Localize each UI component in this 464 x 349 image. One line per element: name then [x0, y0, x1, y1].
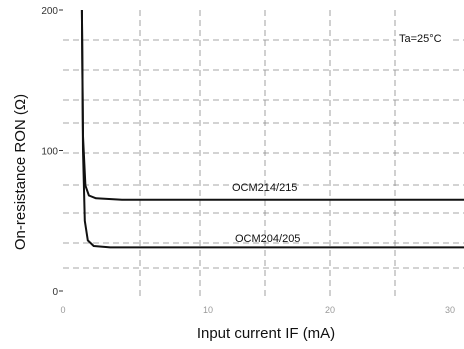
- x-tick-label-3: 30: [445, 305, 455, 315]
- x-axis-title: Input current IF (mA): [197, 325, 335, 342]
- series-label-ocm214: OCM214/215: [232, 182, 297, 194]
- x-tick-label-0: 0: [60, 305, 65, 315]
- y-axis-title: On-resistance RON (Ω): [12, 94, 29, 250]
- series-label-ocm204: OCM204/205: [235, 233, 300, 245]
- y-tick-label-2: 200: [41, 6, 58, 17]
- y-tick-label-0: 0: [52, 287, 58, 298]
- y-ticks: 0 100 200: [41, 6, 63, 298]
- x-tick-label-2: 20: [325, 305, 335, 315]
- condition-label: Ta=25°C: [399, 33, 442, 45]
- condition-label-bg: [396, 31, 452, 45]
- y-tick-label-1: 100: [41, 147, 58, 158]
- x-tick-label-1: 10: [203, 305, 213, 315]
- grid: [63, 10, 464, 300]
- x-ticks: 0 10 20 30: [60, 305, 455, 315]
- series-line-1: [80, 9, 464, 249]
- curves: [80, 9, 464, 249]
